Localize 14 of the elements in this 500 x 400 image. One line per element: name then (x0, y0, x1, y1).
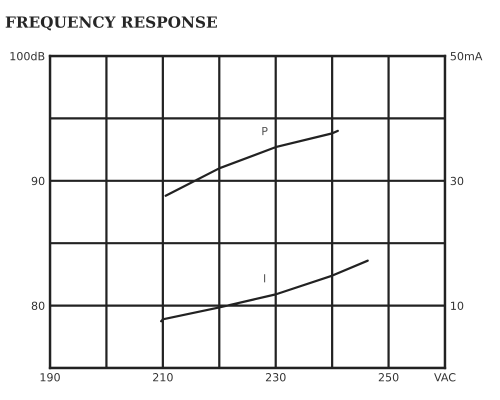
y-tick-label: 80 (32, 302, 44, 310)
x-tick-label: 190 (40, 373, 60, 382)
y2-tick-label: 50mA (450, 52, 482, 60)
y2-tick-label: 30 (450, 176, 464, 186)
y2-tick-label: 10 (451, 302, 464, 310)
y-tick-label: 90 (32, 176, 44, 186)
series-label: P (262, 126, 268, 136)
x-tick-label: 230 (266, 373, 286, 382)
chart-title: FREQUENCY RESPONSE (6, 16, 217, 30)
x-tick-label: 210 (153, 373, 173, 382)
series-label: I (264, 274, 266, 282)
x-tick-label: VAC (434, 373, 456, 382)
y-tick-label: 100dB (10, 52, 44, 60)
x-tick-label: 250 (378, 373, 398, 382)
